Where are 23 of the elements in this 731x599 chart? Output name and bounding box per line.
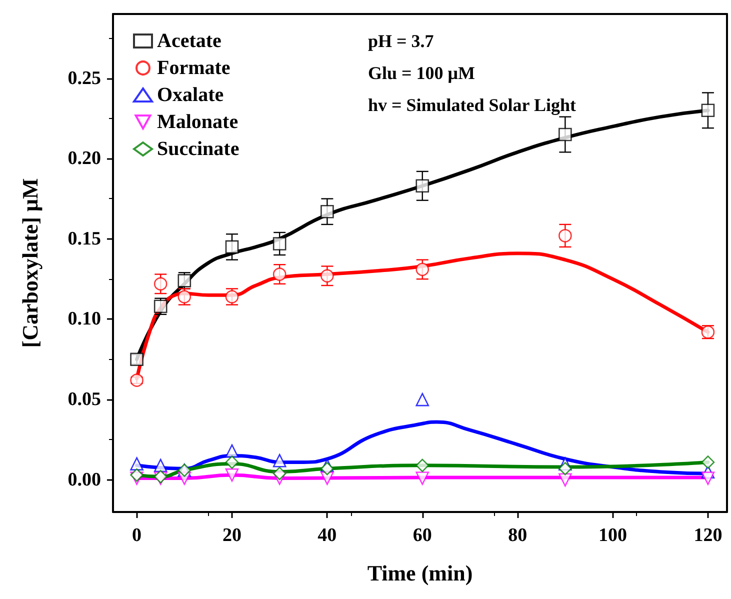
y-tick-label: 0.15 [68,228,101,250]
annotation: hv = Simulated Solar Light [368,95,576,115]
y-tick-label: 0.20 [68,148,101,170]
y-tick-label: 0.00 [68,469,101,490]
legend-label: Formate [157,57,230,79]
annotation: Glu = 100 μM [368,63,475,83]
legend-label: Acetate [157,30,222,52]
legend-label: Oxalate [157,84,224,106]
x-tick-label: 60 [412,525,432,546]
x-axis-title: Time (min) [367,560,473,586]
y-tick-label: 0.05 [68,389,101,410]
annotation: pH = 3.7 [368,31,434,51]
x-tick-label: 20 [222,525,242,546]
legend-label: Succinate [157,138,240,160]
x-tick-label: 100 [598,525,628,546]
y-tick-label: 0.25 [68,68,101,89]
y-axis-title: [Carboxylate] μM [18,178,42,348]
x-tick-label: 0 [132,525,142,546]
legend-label: Malonate [157,111,238,133]
x-tick-label: 80 [508,525,528,546]
y-tick-label: 0.10 [68,308,101,330]
x-tick-label: 40 [318,525,337,546]
x-tick-label: 120 [694,525,722,546]
